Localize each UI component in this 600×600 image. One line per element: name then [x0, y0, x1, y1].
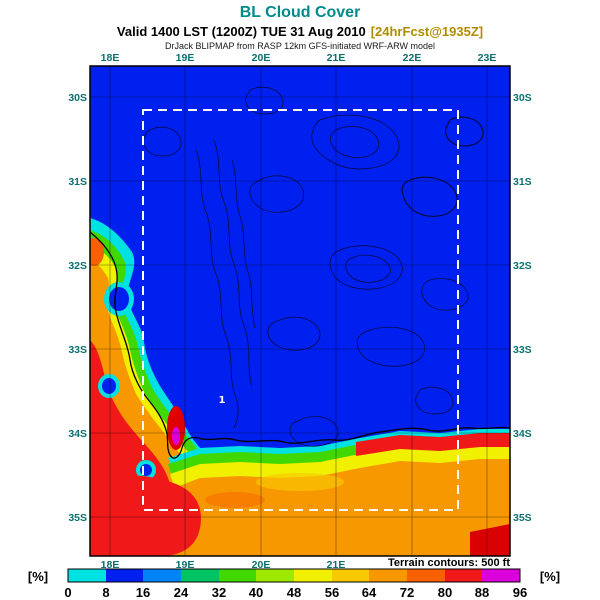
colorbar-tick: 96 — [513, 585, 527, 600]
coastline — [90, 231, 510, 459]
lat-label-right: 32S — [513, 260, 532, 272]
lon-label-top: 19E — [176, 52, 195, 64]
lat-label-left: 34S — [68, 428, 87, 440]
clear-pocket — [109, 287, 129, 311]
forecast-tag: [24hrFcst@1935Z] — [370, 24, 484, 39]
contour-line — [311, 114, 400, 170]
cloud-region-southwest-red — [90, 475, 201, 556]
colorbar-outline — [67, 568, 521, 583]
contour-line — [356, 326, 426, 367]
domain-box-dashed — [142, 109, 459, 511]
colorbar-segment — [106, 569, 143, 582]
colorbar-segment — [482, 569, 520, 582]
contour-line — [143, 126, 182, 157]
colorbar-tick: 8 — [102, 585, 109, 600]
valid-time-text: Valid 1400 LST (1200Z) TUE 31 Aug 2010 — [116, 24, 366, 39]
cloud-streak-yellow — [256, 473, 344, 491]
colorbar-unit-right: [%] — [540, 569, 560, 584]
colorbar-tick: 40 — [249, 585, 263, 600]
colorbar-tick: 64 — [362, 585, 377, 600]
colorbar-segment — [143, 569, 181, 582]
lat-label-left: 31S — [68, 176, 87, 188]
cloud-region-coast-red — [356, 433, 510, 456]
peninsula-cloud-magenta — [172, 427, 180, 445]
lon-label-bottom: 20E — [252, 559, 271, 571]
colorbar-tick: 0 — [64, 585, 71, 600]
colorbar-segment — [68, 569, 106, 582]
contour-line — [231, 159, 256, 329]
lon-label-top: 18E — [101, 52, 120, 64]
colorbar-segment — [369, 569, 407, 582]
site-marker-label: 1 — [219, 395, 226, 406]
colorbar-segment — [294, 569, 332, 582]
lon-label-top: 22E — [403, 52, 422, 64]
terrain-contour-note: Terrain contours: 500 ft — [388, 557, 510, 569]
colorbar: [%] [%] 0 8 16 24 32 40 48 56 64 72 80 8… — [28, 568, 560, 600]
model-attribution-line: DrJack BLIPMAP from RASP 12km GFS-initia… — [164, 41, 436, 51]
lat-label-left: 30S — [68, 92, 87, 104]
valid-time-line: Valid 1400 LST (1200Z) TUE 31 Aug 2010 [2… — [0, 24, 600, 39]
lat-label-right: 34S — [513, 428, 532, 440]
colorbar-segment — [407, 569, 445, 582]
lat-label-left: 35S — [68, 512, 87, 524]
colorbar-segment — [445, 569, 482, 582]
colorbar-tick: 88 — [475, 585, 489, 600]
lat-label-left: 32S — [68, 260, 87, 272]
axis-labels: 18E 19E 20E 21E 22E 23E 18E 19E 20E 21E … — [68, 52, 531, 571]
contour-line — [195, 149, 239, 429]
lat-label-right: 33S — [513, 344, 532, 356]
lat-lon-grid — [90, 66, 510, 556]
colorbar-tick: 56 — [325, 585, 339, 600]
colorbar-tick: 16 — [136, 585, 150, 600]
contour-line — [267, 316, 321, 351]
colorbar-segment — [256, 569, 294, 582]
clear-pocket — [140, 464, 152, 476]
colorbar-tick: 80 — [438, 585, 452, 600]
lon-label-top: 21E — [327, 52, 346, 64]
lat-label-right: 30S — [513, 92, 532, 104]
contour-line — [329, 245, 403, 290]
cloud-cover-field: 1 — [90, 66, 510, 556]
lat-label-left: 33S — [68, 344, 87, 356]
terrain-contours — [143, 86, 484, 447]
cloud-region-southeast-red — [470, 524, 510, 556]
lon-label-bottom: 21E — [327, 559, 346, 571]
colorbar-tick: 32 — [212, 585, 226, 600]
contour-line — [445, 116, 484, 147]
lon-label-top: 23E — [478, 52, 497, 64]
colorbar-segment — [219, 569, 256, 582]
contour-line — [330, 126, 380, 158]
colorbar-segment — [181, 569, 219, 582]
contour-line — [289, 416, 339, 447]
lon-label-top: 20E — [252, 52, 271, 64]
lat-label-right: 31S — [513, 176, 532, 188]
cloud-spot-west-edge — [90, 238, 104, 266]
contour-line — [345, 254, 391, 283]
page-title: BL Cloud Cover — [239, 4, 361, 21]
colorbar-ticks: 0 8 16 24 32 40 48 56 64 72 80 88 96 — [64, 585, 527, 600]
clear-pocket — [102, 378, 116, 394]
lat-label-right: 35S — [513, 512, 532, 524]
colorbar-unit-left: [%] — [28, 569, 48, 584]
colorbar-segment — [332, 569, 369, 582]
contour-line — [401, 176, 458, 217]
colorbar-tick: 24 — [174, 585, 189, 600]
lon-label-bottom: 19E — [176, 559, 195, 571]
lon-label-bottom: 18E — [101, 559, 120, 571]
contour-line — [415, 386, 454, 415]
map-frame — [89, 65, 511, 557]
contour-line — [213, 139, 253, 387]
colorbar-tick: 72 — [400, 585, 414, 600]
colorbar-tick: 48 — [287, 585, 301, 600]
contour-line — [249, 175, 305, 213]
cloud-streak-yellow — [205, 492, 265, 508]
